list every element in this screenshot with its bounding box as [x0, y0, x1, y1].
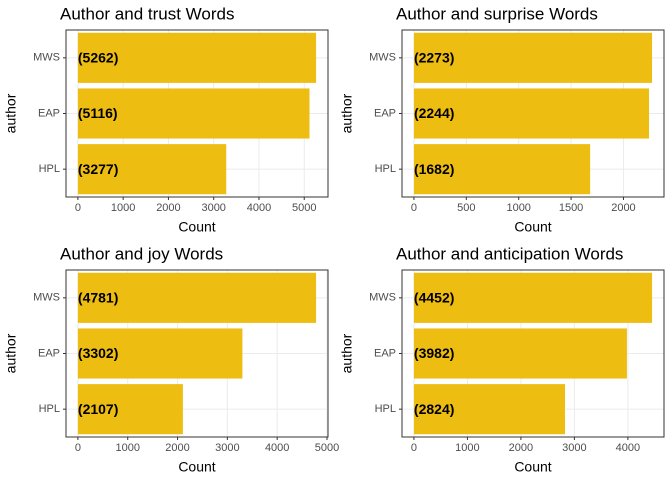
value-label: (2244): [414, 105, 454, 121]
bar: [413, 32, 653, 83]
y-axis-label: author: [3, 93, 19, 133]
x-tick-label: 1000: [455, 442, 479, 454]
chart-title: Author and joy Words: [60, 244, 223, 263]
bar: [413, 384, 565, 435]
x-tick-label: 500: [457, 202, 475, 214]
x-tick-label: 2000: [156, 202, 180, 214]
x-axis-label: Count: [514, 219, 551, 235]
y-axis-label: author: [3, 333, 19, 373]
y-axis-label: author: [339, 93, 355, 133]
panel-border: [401, 29, 665, 198]
value-label: (3302): [78, 345, 118, 361]
x-tick-label: 2000: [611, 202, 635, 214]
value-label: (2273): [414, 50, 454, 66]
x-tick-label: 4000: [616, 442, 640, 454]
panel-border: [65, 269, 329, 438]
y-tick-label: MWS: [369, 52, 396, 64]
x-tick-label: 2000: [165, 442, 189, 454]
value-label: (4452): [414, 290, 454, 306]
y-tick-label: MWS: [33, 52, 60, 64]
y-tick-label: EAP: [38, 347, 60, 359]
bar: [413, 144, 591, 195]
y-tick-label: HPL: [375, 163, 396, 175]
chart-title: Author and surprise Words: [396, 4, 598, 23]
x-tick-label: 0: [411, 442, 417, 454]
x-tick-label: 0: [411, 202, 417, 214]
y-tick-label: MWS: [369, 292, 396, 304]
x-tick-label: 4000: [247, 202, 271, 214]
x-axis-label: Count: [514, 459, 551, 475]
value-label: (3982): [414, 345, 454, 361]
value-label: (5262): [78, 50, 118, 66]
y-tick-label: HPL: [39, 163, 60, 175]
x-tick-label: 3000: [562, 442, 586, 454]
y-tick-label: HPL: [375, 403, 396, 415]
value-label: (3277): [78, 161, 118, 177]
x-tick-label: 4000: [265, 442, 289, 454]
x-axis-label: Count: [178, 219, 215, 235]
chart-title: Author and trust Words: [60, 4, 235, 23]
x-tick-label: 0: [75, 202, 81, 214]
x-axis-label: Count: [178, 459, 215, 475]
x-tick-label: 1000: [506, 202, 530, 214]
bar: [77, 88, 310, 139]
bar: [413, 88, 650, 139]
value-label: (1682): [414, 161, 454, 177]
x-tick-label: 1000: [115, 442, 139, 454]
y-tick-label: HPL: [39, 403, 60, 415]
value-label: (4781): [78, 290, 118, 306]
y-tick-label: EAP: [374, 347, 396, 359]
x-tick-label: 5000: [315, 442, 339, 454]
bar: [77, 384, 183, 435]
bar: [77, 328, 243, 379]
bar: [77, 32, 317, 83]
y-tick-label: EAP: [38, 107, 60, 119]
chart-title: Author and anticipation Words: [396, 244, 623, 263]
x-tick-label: 3000: [201, 202, 225, 214]
bar: [77, 272, 317, 323]
value-label: (5116): [78, 105, 118, 121]
x-tick-label: 3000: [215, 442, 239, 454]
y-axis-label: author: [339, 333, 355, 373]
x-tick-label: 2000: [509, 442, 533, 454]
y-tick-label: MWS: [33, 292, 60, 304]
value-label: (2107): [78, 401, 118, 417]
x-tick-label: 1500: [559, 202, 583, 214]
panel-border: [65, 29, 329, 198]
panel-border: [401, 269, 665, 438]
value-label: (2824): [414, 401, 454, 417]
x-tick-label: 5000: [292, 202, 316, 214]
bar: [413, 272, 653, 323]
x-tick-label: 1000: [111, 202, 135, 214]
y-tick-label: EAP: [374, 107, 396, 119]
bar: [77, 144, 227, 195]
x-tick-label: 0: [75, 442, 81, 454]
bar: [413, 328, 627, 379]
